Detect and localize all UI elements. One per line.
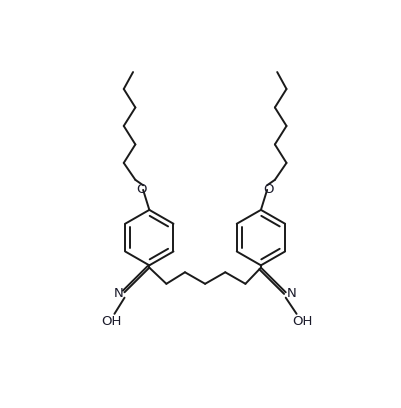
- Text: O: O: [263, 183, 274, 196]
- Text: O: O: [136, 183, 147, 196]
- Text: OH: OH: [293, 315, 313, 328]
- Text: N: N: [286, 286, 296, 299]
- Text: N: N: [114, 286, 124, 299]
- Text: OH: OH: [101, 315, 122, 328]
